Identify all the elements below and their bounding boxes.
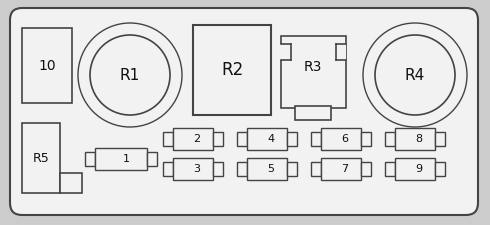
- Bar: [280, 44, 291, 60]
- Bar: [237, 132, 247, 146]
- Bar: [321, 128, 361, 150]
- Bar: [22, 28, 72, 103]
- Bar: [287, 132, 297, 146]
- Bar: [311, 132, 321, 146]
- Bar: [95, 148, 147, 170]
- Bar: [385, 162, 395, 176]
- Bar: [287, 162, 297, 176]
- Bar: [247, 158, 287, 180]
- Ellipse shape: [78, 23, 182, 127]
- Ellipse shape: [90, 35, 170, 115]
- Bar: [163, 162, 173, 176]
- Ellipse shape: [375, 35, 455, 115]
- Text: 10: 10: [38, 58, 56, 72]
- Ellipse shape: [363, 23, 467, 127]
- Bar: [147, 152, 157, 166]
- Text: R5: R5: [33, 151, 49, 164]
- Bar: [85, 152, 95, 166]
- Bar: [213, 132, 223, 146]
- Bar: [247, 128, 287, 150]
- Bar: [395, 128, 435, 150]
- Text: R1: R1: [120, 68, 140, 83]
- Text: R3: R3: [304, 60, 322, 74]
- Bar: [361, 162, 371, 176]
- FancyBboxPatch shape: [10, 8, 478, 215]
- Text: 7: 7: [342, 164, 348, 174]
- Text: R4: R4: [405, 68, 425, 83]
- Text: 9: 9: [416, 164, 422, 174]
- Bar: [163, 132, 173, 146]
- Text: 5: 5: [268, 164, 274, 174]
- Bar: [435, 132, 445, 146]
- Bar: [295, 106, 331, 120]
- Text: 4: 4: [268, 134, 274, 144]
- Bar: [193, 25, 271, 115]
- Bar: [321, 158, 361, 180]
- Bar: [385, 132, 395, 146]
- Bar: [213, 162, 223, 176]
- Bar: [280, 36, 345, 108]
- Bar: [335, 44, 346, 60]
- Bar: [395, 158, 435, 180]
- Text: 6: 6: [342, 134, 348, 144]
- Text: 8: 8: [416, 134, 422, 144]
- Bar: [311, 162, 321, 176]
- Bar: [237, 162, 247, 176]
- Bar: [173, 158, 213, 180]
- Text: R2: R2: [221, 61, 243, 79]
- Bar: [60, 173, 82, 193]
- Text: 2: 2: [194, 134, 200, 144]
- Text: 3: 3: [194, 164, 200, 174]
- Text: 1: 1: [122, 154, 130, 164]
- Bar: [435, 162, 445, 176]
- Bar: [361, 132, 371, 146]
- Bar: [22, 123, 60, 193]
- Bar: [173, 128, 213, 150]
